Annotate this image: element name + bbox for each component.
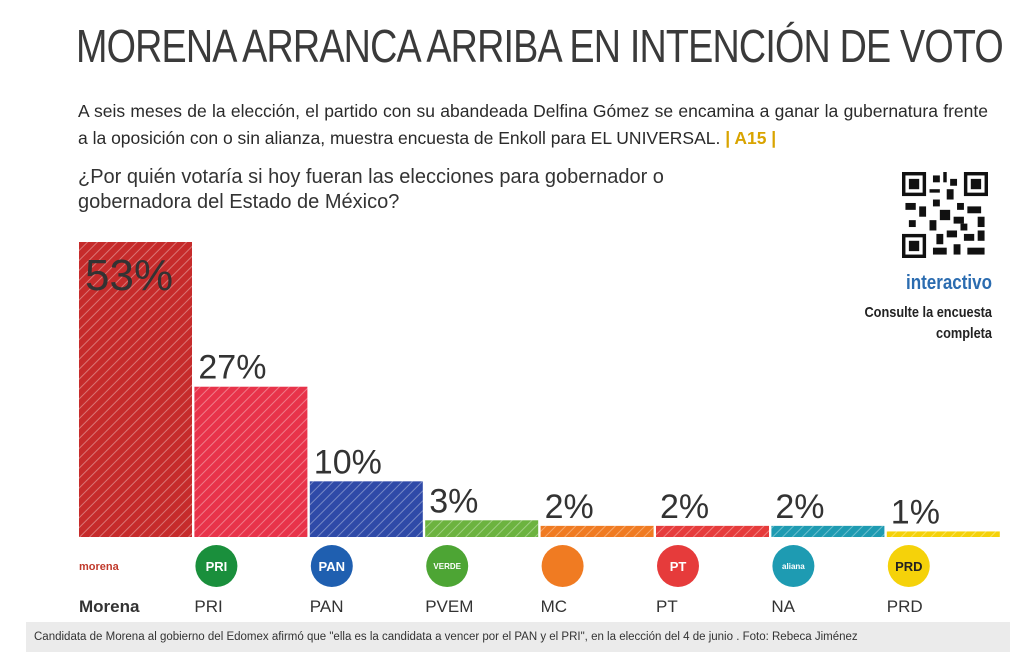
pt-logo-circle: [657, 545, 699, 587]
bar-hatch-pri: [194, 386, 308, 537]
prd-logo: PRD: [887, 545, 930, 587]
value-label-pan: 10%: [314, 443, 382, 481]
pvem-logo: VERDE: [426, 545, 469, 587]
bars: [79, 242, 1000, 537]
party-name-pan: PAN: [310, 597, 344, 616]
party-name-prd: PRD: [887, 597, 923, 616]
value-label-mc: 2%: [545, 488, 594, 526]
pri-logo: PRI: [195, 545, 238, 587]
prd-logo-text: PRD: [895, 559, 922, 574]
pan-logo-circle: [310, 545, 353, 587]
party-name-pvem: PVEM: [425, 597, 473, 616]
bar-hatch-pan: [309, 481, 423, 537]
mc-logo: [541, 545, 584, 587]
na-logo-text: aliana: [782, 562, 805, 571]
bar-hatch-mc: [540, 525, 654, 537]
photo-caption: Candidata de Morena al gobierno del Edom…: [26, 622, 1010, 652]
pan-logo-text: PAN: [319, 559, 345, 574]
mc-logo-circle: [541, 545, 584, 587]
bar-hatch-morena: [79, 242, 192, 537]
value-label-na: 2%: [775, 488, 824, 526]
subtitle-text: A seis meses de la elección, el partido …: [78, 101, 988, 148]
pri-logo-text: PRI: [206, 559, 228, 574]
pan-logo: PAN: [310, 545, 353, 587]
bar-hatch-prd: [886, 531, 1000, 537]
pt-logo-text: PT: [670, 559, 687, 574]
interactive-label[interactable]: interactivo: [906, 272, 992, 294]
page-reference: | A15 |: [725, 128, 777, 148]
value-labels: 53% 27% 10% 3% 2% 2% 2% 1%: [85, 251, 940, 531]
qr-code-icon[interactable]: [902, 172, 988, 258]
pvem-logo-text: VERDE: [433, 562, 461, 571]
value-label-pt: 2%: [660, 488, 709, 526]
party-logos: morena PRI PAN VERDE PT aliana PRD: [79, 545, 930, 587]
interactive-text: Consulte la encuesta completa: [864, 304, 992, 342]
infographic: MORENA ARRANCA ARRIBA EN INTENCIÓN DE VO…: [22, 0, 1012, 620]
subtitle: A seis meses de la elección, el partido …: [78, 98, 988, 152]
prd-logo-circle: [887, 545, 930, 587]
value-label-pri: 27%: [198, 349, 266, 387]
party-name-mc: MC: [541, 597, 567, 616]
value-label-pvem: 3%: [429, 482, 478, 520]
morena-logo: morena: [79, 561, 120, 573]
party-name-pri: PRI: [194, 597, 222, 616]
party-name-morena: Morena: [79, 597, 140, 616]
pvem-logo-circle: [426, 545, 469, 587]
pt-logo: PT: [657, 545, 699, 587]
bar-hatch-na: [771, 525, 885, 537]
vote-intention-chart: 53% 27% 10% 3% 2% 2% 2% 1% morena PRI PAN VERDE PT a…: [79, 242, 1000, 616]
na-logo: aliana: [772, 545, 815, 587]
bar-hatch-pt: [656, 525, 769, 537]
value-label-morena: 53%: [85, 251, 173, 300]
party-name-na: NA: [771, 597, 795, 616]
na-logo-circle: [772, 545, 815, 587]
party-names: Morena PRI PAN PVEM MC PT NA PRD: [79, 597, 923, 616]
bar-hatch-pvem: [425, 520, 539, 537]
pri-logo-circle: [195, 545, 238, 587]
survey-question: ¿Por quién votaría si hoy fueran las ele…: [78, 166, 664, 213]
party-name-pt: PT: [656, 597, 678, 616]
value-label-prd: 1%: [891, 493, 940, 531]
